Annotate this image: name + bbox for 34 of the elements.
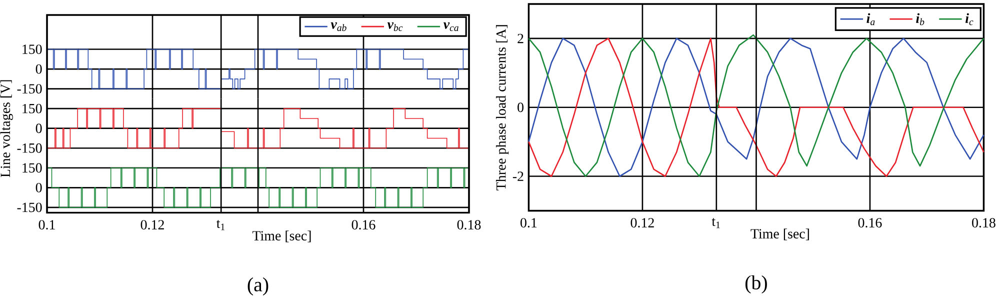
legend-label: v$_{ab}$ [330,22,346,32]
y-tick-label: -150 [17,202,42,212]
y-tick-label: 150 [22,44,42,54]
text: v$_{ca}$ [444,22,458,32]
x-tick-label: 0.1 [520,218,537,228]
x-tick-label: 0.12 [630,218,654,228]
y-tick-label: 0 [36,124,42,134]
y-tick-label: -150 [17,84,42,94]
x-tick-label: 0.18 [972,218,996,228]
y-tick-label: -2 [512,172,524,181]
x-axis-title: Time [sec] [750,228,809,240]
legend-label: i$_{c}$ [965,13,974,26]
y-tick-label: 0 [36,64,42,74]
y-tick-label: -150 [17,143,42,153]
x-tick-label: 0.16 [858,218,882,228]
text: (b) [745,275,767,294]
y-axis-title: Three phase load currents [A] [496,25,509,190]
y-tick-label: 150 [22,163,42,173]
y-tick-label: 2 [518,34,524,44]
text: (a) [248,277,268,296]
legend-label: i$_{a}$ [866,13,875,26]
y-tick-label: 0 [36,182,42,192]
y-axis-title: Line voltages [V] [0,80,13,178]
ref-line-label: t$_{1}$ [712,218,720,228]
x-tick-label: 0.1 [38,220,55,230]
ref-line-label: t$_{1}$ [216,220,225,230]
legend-label: i$_{b}$ [916,13,924,26]
y-tick-label: 0 [518,102,524,112]
text: v$_{bc}$ [387,22,403,32]
x-tick-label: 0.12 [140,220,164,230]
y-tick-label: 150 [22,104,42,114]
x-tick-label: 0.16 [352,220,376,230]
x-tick-label: 0.18 [457,220,481,230]
x-axis-title: Time [sec] [252,230,311,242]
